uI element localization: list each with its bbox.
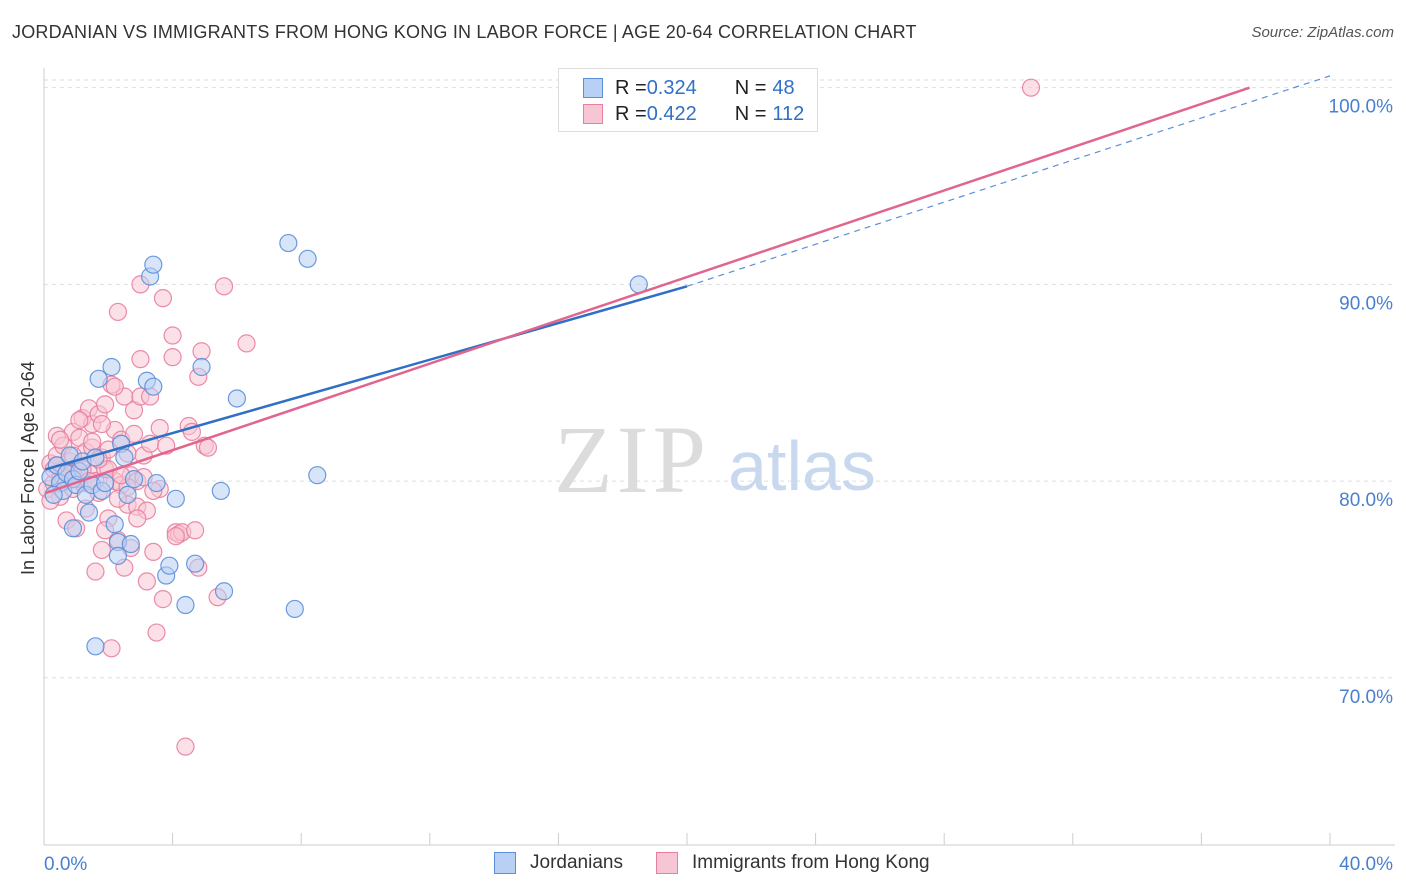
jordanians-point bbox=[192, 357, 211, 377]
jordanians-point bbox=[279, 233, 298, 253]
jordanians-point bbox=[118, 485, 137, 504]
hongkong-point bbox=[186, 521, 205, 540]
tick-labels: 70.0% 80.0% 90.0% 100.0% 0.0% 40.0% bbox=[44, 97, 1393, 875]
legend-label-hongkong: Immigrants from Hong Kong bbox=[692, 852, 930, 873]
y-tick-label: 80.0% bbox=[1339, 490, 1393, 511]
jordanians-point bbox=[285, 599, 304, 619]
hongkong-point bbox=[1021, 78, 1041, 97]
legend-n-value: 48 bbox=[772, 76, 795, 99]
legend-label-jordanians: Jordanians bbox=[530, 852, 623, 873]
hongkong-point bbox=[147, 623, 166, 642]
legend-item-hongkong: Immigrants from Hong Kong bbox=[656, 852, 930, 874]
legend-swatch-hongkong bbox=[583, 104, 603, 124]
hongkong-point bbox=[102, 639, 121, 658]
legend-item-jordanians: Jordanians bbox=[494, 852, 623, 874]
jordanians-point bbox=[160, 556, 179, 575]
jordanians-point bbox=[86, 637, 105, 656]
legend-swatch-jordanians bbox=[494, 852, 516, 874]
hongkong-point bbox=[192, 342, 211, 361]
jordanians-trend-extension bbox=[686, 75, 1331, 287]
watermark: ZIP atlas bbox=[554, 406, 876, 513]
hongkong-point bbox=[214, 277, 234, 296]
jordanians-point bbox=[186, 554, 205, 573]
y-axis-label: In Labor Force | Age 20-64 bbox=[18, 361, 38, 575]
legend-r-value: 0.422 bbox=[646, 102, 697, 125]
legend: R = 0.324 N = 48 R = 0.422 N = 112 bbox=[558, 68, 818, 132]
jordanians-point bbox=[105, 515, 124, 534]
jordanians-point bbox=[63, 519, 83, 538]
jordanians-point bbox=[176, 595, 195, 615]
series-hongkong-points bbox=[38, 78, 1041, 756]
jordanians-point bbox=[79, 503, 99, 522]
legend-r-label: R = bbox=[615, 76, 647, 99]
chart-title: JORDANIAN VS IMMIGRANTS FROM HONG KONG I… bbox=[12, 22, 917, 42]
jordanians-point bbox=[308, 466, 327, 485]
hongkong-point bbox=[137, 572, 156, 591]
watermark-zip: ZIP bbox=[554, 406, 710, 513]
hongkong-point bbox=[153, 590, 173, 609]
y-tick-label: 100.0% bbox=[1329, 97, 1394, 118]
jordanians-point bbox=[108, 546, 128, 565]
y-tick-label: 70.0% bbox=[1339, 687, 1393, 708]
legend-r-value: 0.324 bbox=[646, 76, 697, 99]
jordanians-point bbox=[227, 389, 246, 408]
hongkong-point bbox=[166, 527, 185, 546]
jordanians-point bbox=[298, 249, 317, 268]
hongkong-point bbox=[124, 424, 144, 443]
jordanians-point bbox=[144, 377, 163, 396]
watermark-atlas: atlas bbox=[728, 427, 876, 505]
jordanians-point bbox=[214, 582, 234, 601]
legend-row-jordanians: R = 0.324 N = 48 bbox=[583, 76, 795, 100]
jordanians-point bbox=[121, 534, 140, 554]
hongkong-point bbox=[50, 430, 70, 449]
jordanians-point bbox=[102, 357, 121, 377]
legend-swatch-hongkong bbox=[656, 852, 678, 874]
series-legend: Jordanians Immigrants from Hong Kong bbox=[0, 852, 1406, 876]
jordanians-point bbox=[89, 369, 108, 388]
legend-n-label: N = bbox=[734, 102, 767, 125]
hongkong-point bbox=[237, 334, 256, 353]
hongkong-point bbox=[163, 326, 182, 345]
hongkong-point bbox=[176, 737, 195, 756]
x-tick-label-min: 0.0% bbox=[44, 854, 87, 875]
legend-n-value: 112 bbox=[772, 102, 805, 125]
jordanians-trend-line bbox=[45, 285, 688, 471]
series-jordanians-points bbox=[41, 233, 648, 656]
hongkong-point bbox=[153, 289, 173, 308]
hongkong-trend-line bbox=[45, 86, 1251, 495]
jordanians-point bbox=[147, 473, 166, 493]
hongkong-point bbox=[108, 302, 128, 322]
jordanians-point bbox=[124, 470, 144, 489]
hongkong-point bbox=[92, 414, 111, 434]
hongkong-point bbox=[105, 377, 124, 396]
gridlines bbox=[44, 79, 1395, 679]
hongkong-point bbox=[92, 540, 111, 560]
hongkong-point bbox=[144, 542, 163, 562]
legend-r-label: R = bbox=[615, 102, 647, 125]
x-tick-label-max: 40.0% bbox=[1339, 854, 1393, 875]
axes bbox=[43, 68, 1395, 846]
hongkong-point bbox=[95, 395, 115, 414]
legend-n-label: N = bbox=[734, 76, 767, 99]
y-tick-label: 90.0% bbox=[1339, 293, 1393, 314]
hongkong-point bbox=[86, 562, 105, 581]
legend-swatch-jordanians bbox=[583, 78, 603, 98]
hongkong-point bbox=[83, 432, 102, 451]
hongkong-point bbox=[163, 348, 182, 367]
hongkong-point bbox=[70, 411, 89, 430]
hongkong-point bbox=[198, 438, 218, 457]
jordanians-point bbox=[166, 489, 185, 508]
legend-row-hongkong: R = 0.422 N = 112 bbox=[583, 102, 804, 126]
jordanians-point bbox=[144, 255, 163, 274]
jordanians-point bbox=[211, 481, 230, 501]
source-label: Source: ZipAtlas.com bbox=[1251, 24, 1394, 41]
hongkong-point bbox=[128, 509, 147, 528]
jordanians-point bbox=[95, 473, 115, 493]
trend-lines bbox=[45, 75, 1331, 495]
hongkong-point bbox=[131, 350, 150, 369]
